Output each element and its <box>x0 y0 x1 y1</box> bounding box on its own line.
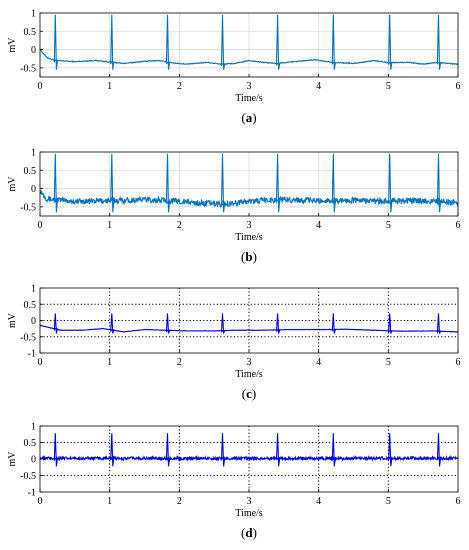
x-axis-label: Time/s <box>235 93 263 104</box>
y-axis-label: mV <box>7 176 18 192</box>
x-tick-label: 1 <box>107 220 112 231</box>
y-tick-label: 0.5 <box>24 27 37 38</box>
panel-label: (c) <box>242 386 256 401</box>
y-tick-label: 0 <box>31 184 36 195</box>
x-axis-label: Time/s <box>235 369 263 380</box>
x-tick-label: 2 <box>177 496 182 507</box>
x-tick-label: 5 <box>386 357 391 368</box>
x-tick-label: 6 <box>456 357 461 368</box>
panel-label: (b) <box>241 249 257 264</box>
y-axis-label: mV <box>7 451 18 467</box>
x-tick-label: 2 <box>177 220 182 231</box>
x-tick-label: 4 <box>316 357 321 368</box>
x-tick-label: 3 <box>247 496 252 507</box>
y-tick-label: -0.5 <box>20 202 36 213</box>
ecg-signal-line <box>39 433 459 467</box>
x-tick-label: 3 <box>247 220 252 231</box>
ecg-signal-line <box>39 153 459 213</box>
x-axis-label: Time/s <box>235 232 263 243</box>
panel-d: 0 1 2 3 4 5 6 1 0.5 0 -0.5 -1 Time/s mV (d) <box>7 422 461 541</box>
x-tick-label: 4 <box>316 496 321 507</box>
x-tick-label: 4 <box>316 81 321 92</box>
y-axis-label: mV <box>7 312 18 328</box>
y-tick-label: 1 <box>31 9 36 20</box>
x-tick-label: 0 <box>38 496 43 507</box>
y-tick-label: -0.5 <box>20 471 36 482</box>
y-tick-label: 1 <box>31 148 36 159</box>
x-tick-label: 6 <box>456 220 461 231</box>
y-tick-label: 0.5 <box>24 438 37 449</box>
y-tick-label: -1 <box>28 349 36 360</box>
y-tick-label: 0 <box>31 45 36 56</box>
panel-label: (d) <box>241 525 257 540</box>
y-tick-label: 1 <box>31 422 36 433</box>
x-tick-label: 5 <box>386 496 391 507</box>
y-tick-label: 0 <box>31 316 36 327</box>
y-tick-label: 0.5 <box>24 300 37 311</box>
y-tick-label: -0.5 <box>20 332 36 343</box>
panel-c: 0 1 2 3 4 5 6 1 0.5 0 -0.5 -1 Time/s mV (c) <box>7 284 461 402</box>
x-tick-label: 2 <box>177 357 182 368</box>
x-tick-label: 1 <box>107 357 112 368</box>
x-tick-label: 0 <box>38 357 43 368</box>
y-tick-label: -1 <box>28 488 36 499</box>
x-tick-label: 2 <box>177 81 182 92</box>
ecg-signal-line <box>39 313 459 334</box>
y-tick-label: 0 <box>31 455 36 466</box>
y-tick-label: 0.5 <box>24 166 37 177</box>
y-axis-label: mV <box>7 37 18 53</box>
x-tick-label: 6 <box>456 496 461 507</box>
x-tick-label: 5 <box>386 220 391 231</box>
x-tick-label: 4 <box>316 220 321 231</box>
x-tick-label: 0 <box>38 81 43 92</box>
x-axis-label: Time/s <box>235 508 263 519</box>
x-tick-label: 3 <box>247 357 252 368</box>
x-tick-label: 5 <box>386 81 391 92</box>
x-tick-label: 1 <box>107 81 112 92</box>
x-tick-label: 3 <box>247 81 252 92</box>
y-tick-label: -0.5 <box>20 63 36 74</box>
y-tick-label: 1 <box>31 284 36 295</box>
x-tick-label: 6 <box>456 81 461 92</box>
x-tick-label: 1 <box>107 496 112 507</box>
ecg-signal-line <box>39 14 459 70</box>
x-tick-label: 0 <box>38 220 43 231</box>
panel-label: (a) <box>241 110 256 125</box>
